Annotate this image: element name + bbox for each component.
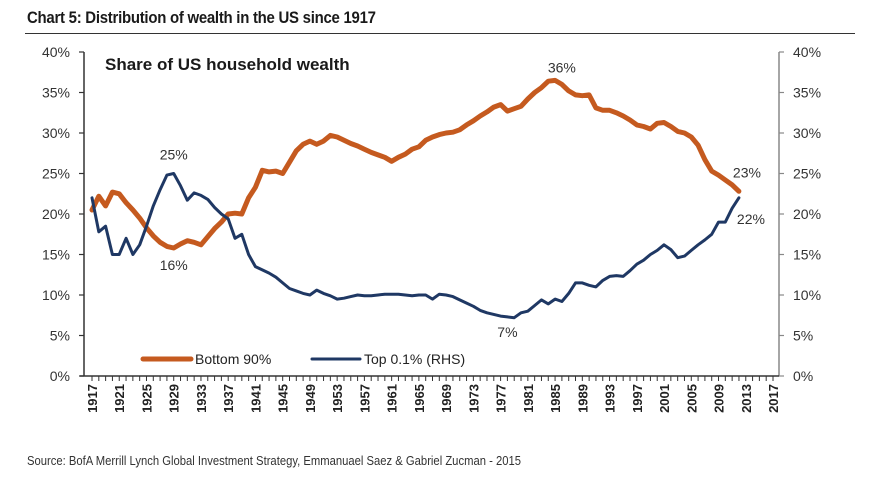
x-tick-label: 2005 [684, 384, 699, 413]
x-tick-label: 1929 [167, 384, 182, 413]
x-axis-ticks: 1917 1921 1925 1929 1933 1937 1941 1945 1949 1953… [85, 376, 781, 413]
x-tick-label: 1965 [412, 384, 427, 413]
legend-item: Bottom 90% [140, 351, 271, 367]
x-tick-label: 1973 [466, 384, 481, 413]
x-tick-label: 1945 [276, 384, 291, 413]
x-tick-label: 1989 [575, 384, 590, 413]
x-tick-label: 2009 [712, 384, 727, 413]
x-tick-label: 1957 [357, 384, 372, 413]
x-tick-label: 1933 [194, 384, 209, 413]
chart-subtitle: Share of US household wealth [105, 55, 350, 74]
right-y-tick-label: 0% [793, 368, 813, 384]
source-note: Source: BofA Merrill Lynch Global Invest… [27, 454, 521, 468]
chart-title: Chart 5: Distribution of wealth in the U… [27, 8, 376, 27]
left-y-tick-label: 40% [42, 44, 70, 60]
right-y-tick-label: 10% [793, 287, 821, 303]
left-y-tick-label: 0% [50, 368, 70, 384]
left-y-axis-ticks: 0% 5% 10% 15% 20% 25% 30% 35% 40% [42, 44, 84, 384]
x-tick-label: 2001 [657, 384, 672, 413]
data-label: 16% [160, 257, 188, 273]
x-tick-label: 1925 [139, 384, 154, 413]
x-tick-label: 1961 [385, 384, 400, 413]
x-tick-label: 1993 [603, 384, 618, 413]
left-y-tick-label: 35% [42, 85, 70, 101]
left-y-tick-label: 30% [42, 125, 70, 141]
annotations: 25% 16% 36% 7% 23% 22% [160, 59, 765, 339]
x-tick-label: 1917 [85, 384, 100, 413]
series-line-bottom-90 [89, 77, 742, 251]
series-lines [89, 77, 742, 320]
left-y-tick-label: 25% [42, 166, 70, 182]
left-y-tick-label: 15% [42, 247, 70, 263]
right-y-tick-label: 5% [793, 328, 813, 344]
right-y-tick-label: 35% [793, 85, 821, 101]
x-tick-label: 2013 [739, 384, 754, 413]
x-tick-label: 1937 [221, 384, 236, 413]
data-label: 25% [160, 147, 188, 163]
data-label: 22% [737, 211, 765, 227]
legend-label: Top 0.1% (RHS) [364, 351, 465, 367]
x-tick-label: 1949 [303, 384, 318, 413]
legend-item: Top 0.1% (RHS) [310, 351, 465, 367]
x-tick-label: 1921 [112, 384, 127, 413]
left-y-tick-label: 5% [50, 328, 70, 344]
axes [80, 52, 780, 377]
series-line-top-0-1-rhs [90, 172, 741, 320]
right-y-tick-label: 40% [793, 44, 821, 60]
x-tick-label: 2017 [766, 384, 781, 413]
right-y-tick-label: 25% [793, 166, 821, 182]
legend-label: Bottom 90% [195, 351, 271, 367]
x-tick-label: 1985 [548, 384, 563, 413]
x-tick-label: 1997 [630, 384, 645, 413]
x-tick-label: 1953 [330, 384, 345, 413]
legend: Bottom 90% Top 0.1% (RHS) [140, 351, 465, 367]
right-y-axis-ticks: 0% 5% 10% 15% 20% 25% 30% 35% 40% [779, 44, 821, 384]
x-tick-label: 1981 [521, 384, 536, 413]
title-divider [25, 33, 855, 34]
right-y-tick-label: 20% [793, 206, 821, 222]
data-label: 36% [548, 59, 576, 75]
left-y-tick-label: 10% [42, 287, 70, 303]
left-y-tick-label: 20% [42, 206, 70, 222]
right-y-tick-label: 30% [793, 125, 821, 141]
data-label: 7% [497, 324, 517, 340]
x-tick-label: 1977 [494, 384, 509, 413]
x-tick-label: 1941 [248, 384, 263, 413]
data-label: 23% [733, 164, 761, 180]
x-tick-label: 1969 [439, 384, 454, 413]
right-y-tick-label: 15% [793, 247, 821, 263]
